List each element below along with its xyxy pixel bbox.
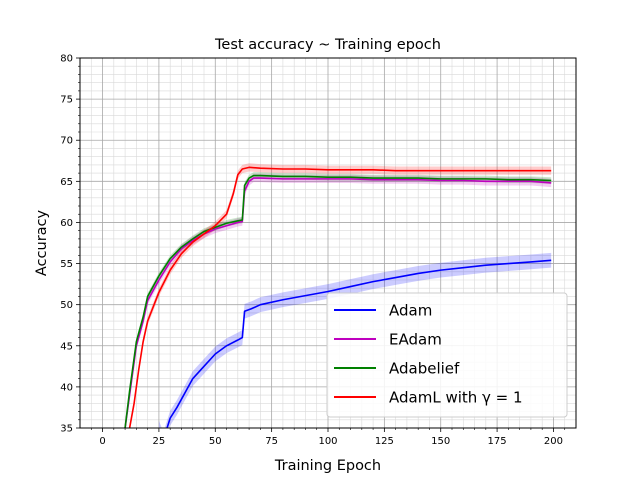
x-tick-label: 175 bbox=[488, 436, 507, 447]
x-tick-label: 0 bbox=[99, 436, 105, 447]
x-tick-label: 200 bbox=[544, 436, 563, 447]
chart-title: Test accuracy ~ Training epoch bbox=[214, 37, 441, 53]
y-tick-label: 45 bbox=[60, 341, 73, 352]
y-tick-label: 65 bbox=[60, 177, 73, 188]
series-lines bbox=[124, 166, 552, 428]
y-tick-label: 60 bbox=[60, 218, 73, 229]
y-tick-label: 80 bbox=[60, 54, 73, 65]
x-tick-label: 50 bbox=[209, 436, 222, 447]
x-tick-label: 125 bbox=[375, 436, 394, 447]
line-series-2 bbox=[124, 174, 552, 428]
x-tick-label: 100 bbox=[318, 436, 337, 447]
y-tick-label: 75 bbox=[60, 95, 73, 106]
x-axis-label: Training Epoch bbox=[274, 458, 381, 474]
legend-label: EAdam bbox=[389, 331, 442, 349]
y-tick-label: 50 bbox=[60, 300, 73, 311]
legend-label: Adabelief bbox=[389, 360, 460, 378]
y-tick-label: 40 bbox=[60, 382, 73, 393]
y-tick-label: 35 bbox=[60, 424, 73, 435]
legend-box bbox=[326, 292, 568, 418]
y-axis-label: Accuracy bbox=[34, 209, 50, 276]
x-tick-label: 75 bbox=[265, 436, 278, 447]
legend: Adam EAdam Adabelief AdamL with γ = 1 bbox=[326, 292, 568, 418]
x-tick-label: 150 bbox=[431, 436, 450, 447]
y-tick-label: 55 bbox=[60, 259, 73, 270]
line-series-3 bbox=[128, 166, 552, 428]
line-series-1 bbox=[124, 177, 552, 428]
ticks: 0 25 50 75 100 125 150 175 200 35 40 45 50 55 60 65 70 75… bbox=[60, 54, 566, 447]
y-tick-label: 70 bbox=[60, 136, 73, 147]
legend-label: AdamL with γ = 1 bbox=[389, 389, 523, 407]
legend-label: Adam bbox=[389, 302, 432, 320]
line-series-0 bbox=[158, 259, 552, 428]
x-tick-label: 25 bbox=[153, 436, 166, 447]
